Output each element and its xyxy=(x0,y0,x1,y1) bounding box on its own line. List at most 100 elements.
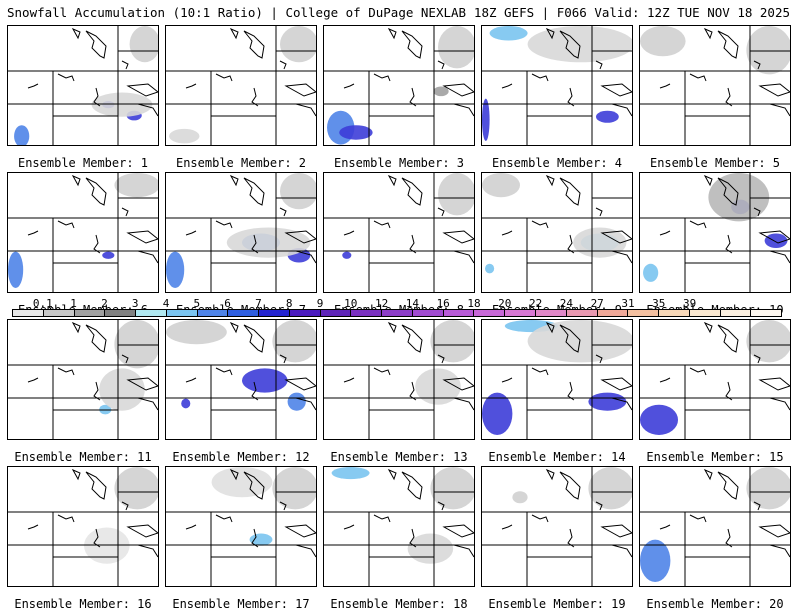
lake-outline xyxy=(229,27,239,40)
member-caption: Ensemble Member: 17 xyxy=(172,597,310,611)
lake-outline xyxy=(567,528,575,548)
snow-area xyxy=(102,251,115,259)
snow-area xyxy=(166,320,227,345)
lake-outline xyxy=(279,354,287,364)
snow-area xyxy=(640,26,686,57)
lake-outline xyxy=(595,60,603,70)
lake-outline xyxy=(229,321,239,334)
lake-outline xyxy=(758,377,790,391)
lake-outline xyxy=(453,544,474,558)
snow-area xyxy=(249,533,273,546)
lake-outline xyxy=(453,103,474,117)
snow-area xyxy=(91,92,153,117)
lake-outline xyxy=(559,30,581,59)
snow-map xyxy=(640,467,790,586)
snow-area xyxy=(114,173,158,198)
lake-outline xyxy=(343,83,355,89)
lake-outline xyxy=(703,174,713,187)
lake-outline xyxy=(437,207,445,217)
header-right: 18Z GEFS | F066 Valid: 12Z TUE NOV 18 20… xyxy=(473,5,790,20)
lake-outline xyxy=(453,397,474,411)
lake-outline xyxy=(93,87,101,107)
colorbar-tick-label: 18 xyxy=(467,297,481,310)
lake-outline xyxy=(126,230,158,244)
lake-outline xyxy=(531,73,549,82)
colorbar-swatch xyxy=(751,310,782,316)
lake-outline xyxy=(215,367,233,376)
snow-area xyxy=(764,233,788,249)
lake-outline xyxy=(567,381,575,401)
snow-area xyxy=(708,173,770,222)
lake-outline xyxy=(284,377,316,391)
lake-outline xyxy=(121,354,129,364)
snow-area xyxy=(287,392,306,411)
snow-area xyxy=(114,320,158,369)
lake-outline xyxy=(717,177,739,206)
ensemble-panel xyxy=(165,172,317,293)
lake-outline xyxy=(27,377,39,383)
lake-outline xyxy=(595,354,603,364)
colorbar-tick-label: 1 xyxy=(70,297,77,310)
lake-outline xyxy=(725,381,733,401)
lake-outline xyxy=(279,60,287,70)
lake-outline xyxy=(284,83,316,97)
lake-outline xyxy=(185,524,197,530)
lake-outline xyxy=(501,524,513,530)
snow-map xyxy=(324,467,474,586)
lake-outline xyxy=(126,377,158,391)
snow-area xyxy=(415,368,461,405)
colorbar-tick-label: 7 xyxy=(255,297,262,310)
lake-outline xyxy=(93,234,101,254)
lake-outline xyxy=(121,501,129,511)
snow-area xyxy=(643,263,659,282)
lake-outline xyxy=(57,220,75,229)
lake-outline xyxy=(409,87,417,107)
snow-area xyxy=(430,320,474,363)
snow-area xyxy=(280,173,316,210)
colorbar-swatch xyxy=(259,310,290,316)
lake-outline xyxy=(373,514,391,523)
lake-outline xyxy=(689,367,707,376)
snow-map xyxy=(324,26,474,145)
lake-outline xyxy=(725,528,733,548)
member-caption: Ensemble Member: 18 xyxy=(330,597,468,611)
snow-area xyxy=(181,398,191,409)
lake-outline xyxy=(93,528,101,548)
lake-outline xyxy=(93,381,101,401)
lake-outline xyxy=(251,528,259,548)
lake-outline xyxy=(753,501,761,511)
lake-outline xyxy=(57,514,75,523)
colorbar-tick-label: 0.1 xyxy=(32,297,53,310)
lake-outline xyxy=(387,468,397,481)
snow-area xyxy=(129,26,158,63)
snow-map xyxy=(482,467,632,586)
lake-outline xyxy=(284,230,316,244)
colorbar-tick-label: 20 xyxy=(498,297,512,310)
lake-outline xyxy=(559,177,581,206)
lake-outline xyxy=(611,544,632,558)
colorbar-swatch xyxy=(74,310,106,316)
lake-outline xyxy=(126,83,158,97)
colorbar-swatch xyxy=(536,310,567,316)
colorbar-swatch xyxy=(320,310,352,316)
lake-outline xyxy=(600,377,632,391)
lake-outline xyxy=(71,174,81,187)
lake-outline xyxy=(559,471,581,500)
lake-outline xyxy=(501,83,513,89)
lake-outline xyxy=(545,27,555,40)
lake-outline xyxy=(229,174,239,187)
colorbar-swatch xyxy=(197,310,229,316)
colorbar-swatch xyxy=(412,310,444,316)
member-caption: Ensemble Member: 14 xyxy=(488,450,626,464)
colorbar-swatch xyxy=(597,310,629,316)
lake-outline xyxy=(215,220,233,229)
snow-map xyxy=(482,26,632,145)
snow-area xyxy=(339,125,373,140)
lake-outline xyxy=(725,234,733,254)
lake-outline xyxy=(703,321,713,334)
snow-area xyxy=(99,368,145,411)
ensemble-panel xyxy=(323,25,475,146)
ensemble-panel xyxy=(7,25,159,146)
colorbar-tick-label: 16 xyxy=(436,297,450,310)
lake-outline xyxy=(27,230,39,236)
